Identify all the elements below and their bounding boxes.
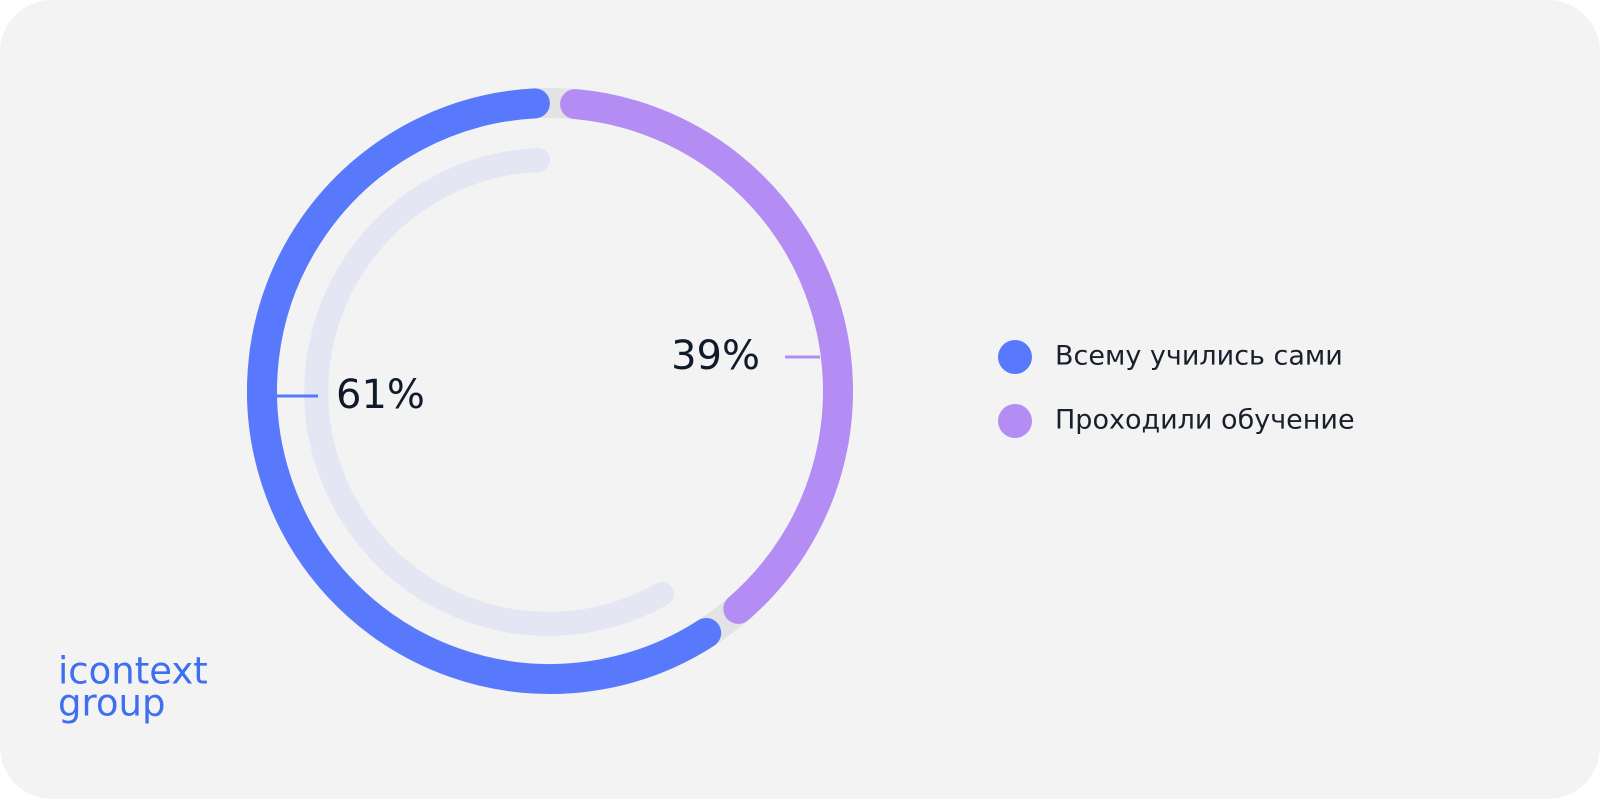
value-label: 39% bbox=[671, 333, 760, 379]
donut-segment bbox=[560, 89, 853, 624]
logo-line: group bbox=[58, 682, 165, 725]
legend-label: Всему учились сами bbox=[1055, 341, 1343, 372]
logo-line: icontext bbox=[58, 650, 208, 693]
value-label: 61% bbox=[336, 372, 425, 418]
decor-ring bbox=[304, 148, 674, 636]
donut-segment bbox=[247, 88, 722, 694]
legend-label: Проходили обучение bbox=[1055, 405, 1355, 436]
legend-swatch bbox=[998, 340, 1032, 374]
legend-swatch bbox=[998, 404, 1032, 438]
